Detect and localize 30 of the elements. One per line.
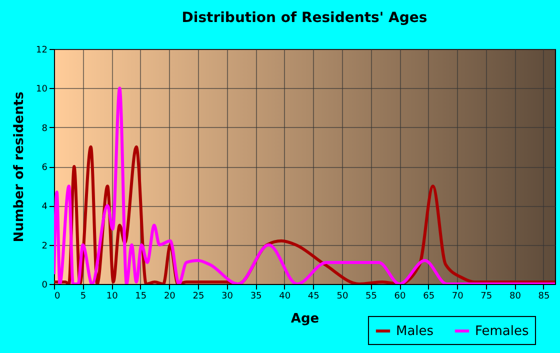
x-tick-label: 60 [394, 292, 406, 302]
x-tick-label: 20 [164, 292, 176, 302]
x-tick-label: 75 [480, 292, 492, 302]
legend-label: Males [396, 324, 434, 339]
x-tick-label: 30 [222, 292, 234, 302]
y-tick-label: 12 [36, 46, 48, 56]
x-axis-title: Age [290, 312, 320, 326]
x-tick-label: 0 [54, 292, 60, 302]
x-tick-label: 70 [452, 292, 464, 302]
x-tick-label: 15 [135, 292, 147, 302]
y-tick-label: 2 [42, 241, 48, 252]
x-tick-label: 25 [192, 292, 204, 302]
x-tick-label: 65 [423, 292, 435, 302]
x-tick-label: 35 [250, 292, 262, 302]
x-tick-label: 80 [509, 292, 522, 302]
y-axis-title: Number of residents [12, 91, 28, 242]
x-tick-label: 5 [80, 292, 86, 302]
y-tick-label: 4 [42, 202, 48, 212]
x-tick-label: 55 [366, 292, 377, 302]
y-tick-label: 10 [36, 84, 48, 95]
x-tick-label: 10 [106, 292, 118, 302]
y-tick-label: 6 [42, 163, 48, 173]
x-tick-label: 45 [308, 292, 320, 302]
x-tick-label: 40 [279, 292, 291, 302]
legend-label: Females [475, 324, 530, 339]
chart-title: Distribution of Residents' Ages [182, 10, 428, 26]
y-tick-label: 8 [42, 124, 48, 134]
y-tick-label: 0 [42, 280, 48, 290]
x-tick-label: 85 [538, 292, 550, 302]
x-tick-label: 50 [336, 292, 348, 302]
